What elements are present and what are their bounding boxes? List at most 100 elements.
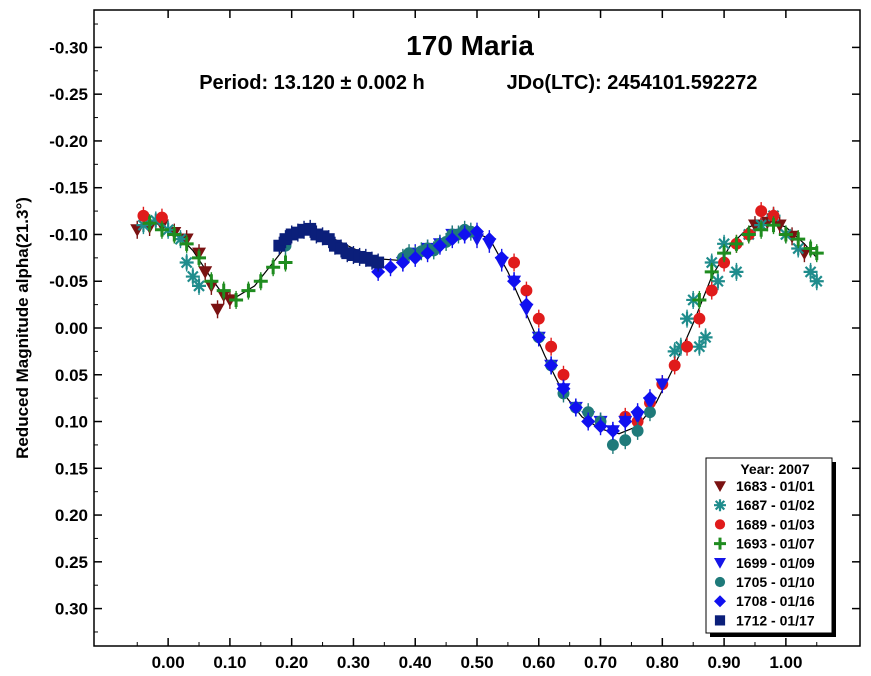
data-point: [766, 218, 781, 233]
data-point: [229, 292, 244, 307]
data-point: [681, 340, 693, 353]
data-point: [210, 303, 225, 317]
legend-marker: [714, 481, 726, 492]
data-point: [544, 358, 559, 373]
data-point: [366, 254, 378, 267]
data-point: [137, 209, 150, 222]
data-point: [767, 209, 780, 222]
legend-marker: [714, 615, 726, 626]
data-point: [519, 297, 534, 312]
legend-shadow-bottom: [710, 633, 836, 637]
data-point: [741, 227, 756, 242]
data-point: [482, 232, 497, 247]
data-point: [266, 260, 281, 275]
data-point: [718, 256, 731, 269]
data-point: [693, 312, 706, 325]
x-tick-label: 0.50: [460, 653, 493, 672]
y-tick-label: -0.10: [49, 225, 88, 244]
data-point: [507, 274, 522, 289]
legend-item: 1699 - 01/09: [714, 555, 815, 571]
data-point: [704, 255, 719, 270]
legend-title: Year: 2007: [740, 461, 809, 477]
legend-label: 1689 - 01/03: [736, 516, 815, 532]
data-point: [372, 256, 385, 269]
y-tick-label: 0.30: [55, 600, 88, 619]
x-tick-label: 0.30: [337, 653, 370, 672]
data-point: [680, 311, 695, 326]
data-point: [359, 251, 372, 264]
legend-label: 1683 - 01/01: [736, 478, 815, 494]
data-point: [593, 419, 608, 434]
data-point: [778, 227, 793, 242]
data-point: [667, 344, 682, 359]
data-point: [508, 256, 521, 269]
data-point: [154, 222, 169, 237]
legend-marker: [714, 537, 726, 550]
legend-label: 1708 - 01/16: [736, 593, 815, 609]
y-tick-label: 0.25: [55, 553, 88, 572]
y-tick-label: -0.15: [49, 179, 88, 198]
data-point: [692, 292, 707, 307]
data-point: [606, 438, 619, 451]
data-point: [353, 250, 366, 263]
y-tick-label: 0.20: [55, 506, 88, 525]
data-point: [803, 264, 818, 279]
data-point: [341, 247, 354, 260]
data-point: [532, 312, 545, 325]
legend: Year: 2007 1683 - 01/01 1687 - 01/02 1689 …: [705, 457, 836, 637]
data-point: [432, 238, 447, 253]
data-point: [285, 228, 298, 241]
data-point: [192, 278, 207, 293]
legend-item: 1689 - 01/03: [714, 516, 815, 532]
data-point: [729, 264, 744, 279]
data-point: [273, 239, 286, 252]
y-axis-ticks: -0.30 -0.25 -0.20 -0.15 -0.10 -0.05 0.00 0.05 0.…: [49, 23, 860, 633]
data-point: [809, 274, 824, 289]
legend-marker: [714, 519, 726, 530]
data-point: [809, 246, 824, 261]
data-point: [642, 391, 657, 406]
legend-label: 1712 - 01/17: [736, 612, 815, 628]
data-point: [531, 330, 546, 345]
data-point: [631, 424, 644, 437]
data-point: [470, 224, 484, 239]
data-point: [655, 378, 670, 392]
data-point: [568, 400, 583, 415]
data-point: [581, 414, 596, 429]
data-point: [729, 236, 744, 251]
data-point: [335, 242, 348, 255]
y-tick-label: 0.10: [55, 413, 88, 432]
data-point: [395, 255, 410, 270]
data-point: [668, 359, 681, 372]
data-point: [328, 239, 341, 252]
data-point: [278, 255, 293, 270]
data-point: [167, 227, 182, 242]
legend-item: 1687 - 01/02: [714, 497, 815, 513]
period-label: Period: 13.120 ± 0.002 h: [199, 72, 425, 94]
x-tick-label: 0.80: [646, 653, 679, 672]
x-tick-label: 0.20: [275, 653, 308, 672]
data-point: [791, 232, 806, 247]
data-point: [316, 230, 329, 243]
legend-marker: [714, 499, 726, 512]
legend-item: 1708 - 01/16: [714, 593, 815, 609]
data-point: [420, 246, 435, 261]
legend-item: 1683 - 01/01: [714, 478, 815, 494]
data-point: [142, 216, 157, 231]
legend-item: 1705 - 01/10: [714, 574, 815, 590]
data-point: [241, 283, 256, 298]
data-point: [754, 222, 769, 237]
data-point: [717, 236, 732, 251]
x-tick-label: 0.60: [522, 653, 555, 672]
data-point: [582, 406, 595, 419]
data-point: [179, 255, 194, 270]
data-point: [192, 250, 207, 265]
x-tick-label: 0.90: [708, 653, 741, 672]
data-point: [408, 250, 423, 265]
data-points: [130, 202, 824, 454]
legend-items: 1683 - 01/01 1687 - 01/02 1689 - 01/03 1693…: [714, 478, 815, 628]
y-tick-label: -0.25: [49, 85, 88, 104]
data-point: [185, 269, 200, 284]
y-axis-label: Reduced Magnitude alpha(21.3°): [13, 197, 32, 459]
